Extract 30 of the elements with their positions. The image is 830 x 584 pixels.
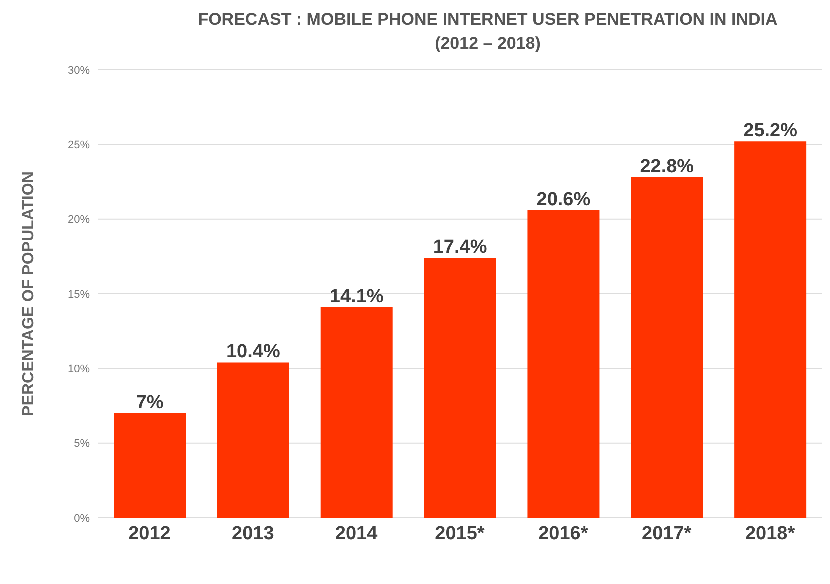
y-axis-title: PERCENTAGE OF POPULATION bbox=[20, 172, 38, 416]
bar bbox=[734, 142, 807, 518]
x-tick-label: 2017* bbox=[642, 523, 692, 544]
bar bbox=[114, 413, 186, 518]
bar bbox=[528, 210, 600, 518]
data-label: 25.2% bbox=[744, 120, 798, 142]
y-tick-label: 20% bbox=[68, 214, 90, 226]
bar bbox=[631, 178, 704, 518]
data-label: 17.4% bbox=[433, 237, 488, 258]
chart-title: FORECAST : MOBILE PHONE INTERNET USER PENETRATION IN INDIA (2012 – 2018) bbox=[197, 9, 779, 55]
x-tick-label: 2015* bbox=[435, 523, 486, 544]
data-label: 7% bbox=[136, 392, 164, 414]
bar bbox=[217, 362, 290, 518]
bar bbox=[424, 258, 496, 518]
x-tick-label: 2012 bbox=[128, 523, 171, 544]
data-label: 20.6% bbox=[536, 189, 591, 210]
y-tick-label: 15% bbox=[68, 288, 90, 301]
x-tick-label: 2016* bbox=[538, 523, 589, 544]
data-label: 10.4% bbox=[226, 342, 280, 363]
data-label: 22.8% bbox=[640, 156, 694, 178]
y-tick-label: 25% bbox=[68, 140, 90, 152]
x-tick-label: 2014 bbox=[335, 523, 378, 544]
data-label: 14.1% bbox=[330, 286, 384, 308]
x-tick-label: 2013 bbox=[232, 523, 274, 544]
y-tick-label: 5% bbox=[74, 438, 90, 450]
y-tick-label: 10% bbox=[68, 364, 90, 376]
bar bbox=[320, 307, 393, 518]
x-tick-label: 2018* bbox=[745, 523, 796, 544]
y-tick-label: 0% bbox=[74, 512, 90, 525]
y-tick-label: 30% bbox=[68, 64, 90, 77]
